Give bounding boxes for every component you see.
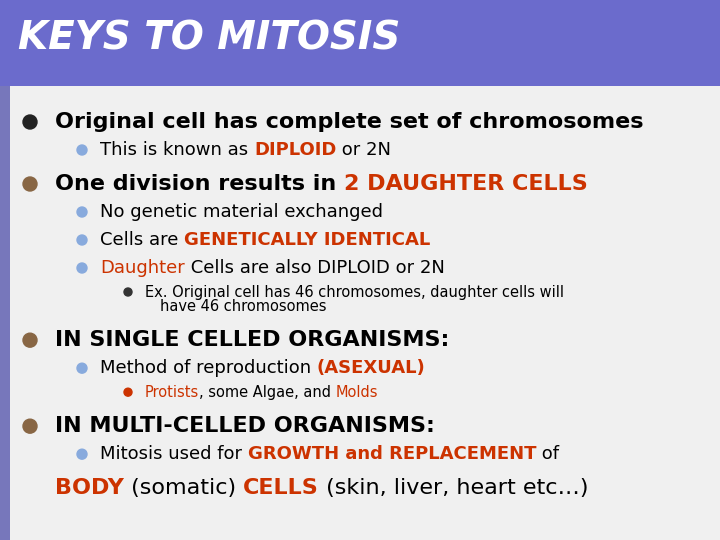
Text: CELLS: CELLS	[243, 478, 319, 498]
Text: Mitosis used for: Mitosis used for	[100, 445, 248, 463]
Text: IN MULTI-CELLED ORGANISMS:: IN MULTI-CELLED ORGANISMS:	[55, 416, 435, 436]
Circle shape	[124, 288, 132, 296]
Circle shape	[77, 263, 87, 273]
Text: of: of	[536, 445, 559, 463]
Text: GENETICALLY IDENTICAL: GENETICALLY IDENTICAL	[184, 231, 431, 249]
Circle shape	[23, 419, 37, 433]
Text: (skin, liver, heart etc…): (skin, liver, heart etc…)	[319, 478, 588, 498]
FancyBboxPatch shape	[0, 0, 720, 86]
Text: Original cell has complete set of chromosomes: Original cell has complete set of chromo…	[55, 112, 644, 132]
Text: Method of reproduction: Method of reproduction	[100, 359, 317, 377]
Text: Cells are also DIPLOID or 2N: Cells are also DIPLOID or 2N	[185, 259, 445, 277]
Text: GROWTH and REPLACEMENT: GROWTH and REPLACEMENT	[248, 445, 536, 463]
Circle shape	[77, 207, 87, 217]
Text: Cells are: Cells are	[100, 231, 184, 249]
Circle shape	[77, 145, 87, 155]
Circle shape	[77, 235, 87, 245]
Text: This is known as: This is known as	[100, 141, 254, 159]
Text: 2 DAUGHTER CELLS: 2 DAUGHTER CELLS	[344, 174, 588, 194]
Text: (somatic): (somatic)	[124, 478, 243, 498]
Text: or 2N: or 2N	[336, 141, 391, 159]
Text: BODY: BODY	[55, 478, 124, 498]
Text: One division results in: One division results in	[55, 174, 344, 194]
Text: KEYS TO MITOSIS: KEYS TO MITOSIS	[18, 20, 400, 58]
Bar	[0, 78, 10, 540]
Circle shape	[23, 115, 37, 129]
Text: Daughter: Daughter	[100, 259, 185, 277]
Text: No genetic material exchanged: No genetic material exchanged	[100, 203, 383, 221]
Text: Molds: Molds	[336, 384, 379, 400]
Text: IN SINGLE CELLED ORGANISMS:: IN SINGLE CELLED ORGANISMS:	[55, 330, 449, 350]
Circle shape	[23, 177, 37, 191]
Text: Ex. Original cell has 46 chromosomes, daughter cells will: Ex. Original cell has 46 chromosomes, da…	[145, 285, 564, 300]
Text: Protists: Protists	[145, 384, 199, 400]
Circle shape	[124, 388, 132, 396]
Text: (ASEXUAL): (ASEXUAL)	[317, 359, 426, 377]
Text: , some Algae, and: , some Algae, and	[199, 384, 336, 400]
Circle shape	[23, 333, 37, 347]
Circle shape	[77, 363, 87, 373]
Text: DIPLOID: DIPLOID	[254, 141, 336, 159]
Circle shape	[77, 449, 87, 459]
Text: have 46 chromosomes: have 46 chromosomes	[160, 299, 326, 314]
